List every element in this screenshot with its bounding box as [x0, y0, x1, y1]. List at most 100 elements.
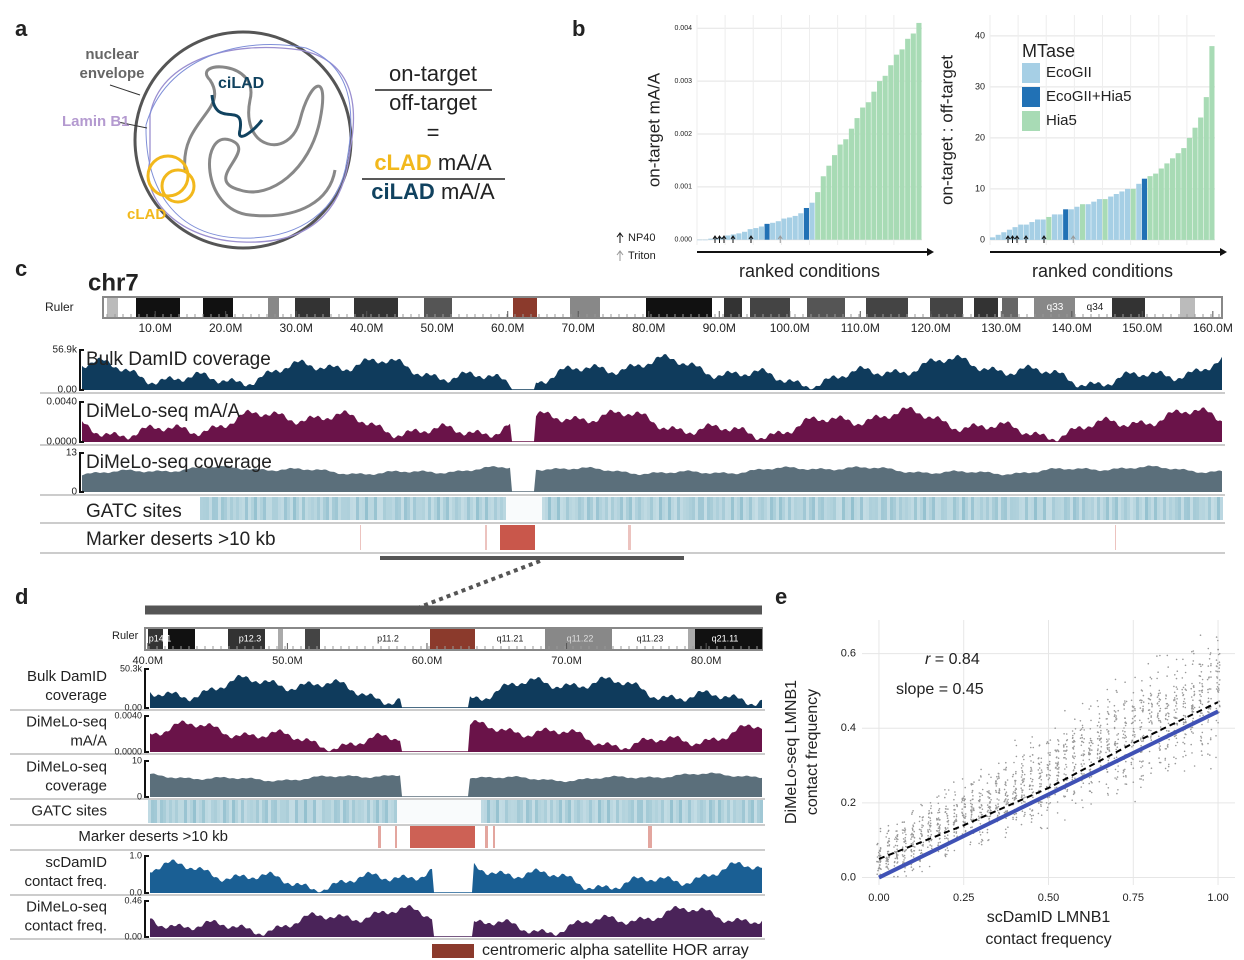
- scale-label: 56.9k: [53, 345, 78, 356]
- scatter-texture: [1006, 791, 1008, 793]
- gatc-cell: [296, 497, 299, 520]
- scatter-texture: [1117, 743, 1119, 745]
- scatter-texture: [1183, 706, 1185, 708]
- scatter-texture: [1185, 755, 1187, 757]
- gatc-cell: [151, 800, 154, 823]
- scatter-texture: [1064, 750, 1066, 752]
- scatter-texture: [1200, 740, 1202, 742]
- x-tick-label: 30.0M: [280, 321, 313, 335]
- scatter-texture: [1168, 764, 1170, 766]
- cytoband: [1112, 298, 1145, 317]
- gatc-cell: [944, 497, 947, 520]
- bar: [1114, 194, 1119, 240]
- scatter-texture: [888, 831, 890, 833]
- scatter-texture: [1176, 738, 1178, 740]
- scatter-texture: [1191, 651, 1193, 653]
- scatter-texture: [1175, 712, 1177, 714]
- scatter-texture: [1141, 689, 1143, 691]
- gatc-cell: [670, 800, 673, 823]
- track-label: coverage: [45, 687, 107, 704]
- scatter-texture: [953, 822, 955, 824]
- scatter-texture: [1151, 706, 1153, 708]
- scatter-texture: [1065, 758, 1067, 760]
- scatter-texture: [931, 848, 933, 850]
- gatc-cell: [830, 497, 833, 520]
- scatter-texture: [1081, 737, 1083, 739]
- scatter-texture: [989, 802, 991, 804]
- scatter-texture: [938, 810, 940, 812]
- scale-label: 0.00: [58, 385, 78, 396]
- gatc-cell: [178, 800, 181, 823]
- scatter-texture: [937, 830, 939, 832]
- gatc-cell: [602, 497, 605, 520]
- track-area: [150, 860, 762, 893]
- gatc-cell: [268, 800, 271, 823]
- gatc-cell: [223, 800, 226, 823]
- scatter-texture: [894, 862, 896, 864]
- gatc-cell: [409, 800, 412, 823]
- gatc-cell: [307, 800, 310, 823]
- scatter-texture: [1056, 775, 1058, 777]
- scatter-texture: [995, 790, 997, 792]
- scatter-texture: [1185, 689, 1187, 691]
- scatter-texture: [1091, 792, 1093, 794]
- scatter-texture: [1072, 762, 1074, 764]
- cytoband: [268, 298, 279, 317]
- scatter-texture: [1029, 756, 1031, 758]
- scatter-texture: [887, 845, 889, 847]
- scatter-texture: [1100, 737, 1102, 739]
- scatter-texture: [903, 838, 905, 840]
- gatc-cell: [499, 800, 502, 823]
- gatc-cell: [1145, 497, 1148, 520]
- scatter-texture: [1088, 783, 1090, 785]
- scatter-texture: [1159, 655, 1161, 657]
- gatc-cell: [514, 800, 517, 823]
- scatter-texture: [1100, 730, 1102, 732]
- gatc-cell: [671, 497, 674, 520]
- bar: [871, 92, 876, 240]
- scatter-texture: [945, 827, 947, 829]
- scatter-texture: [879, 853, 881, 855]
- scatter-texture: [912, 844, 914, 846]
- gatc-cell: [458, 497, 461, 520]
- track-label: contact freq.: [24, 873, 107, 890]
- scatter-texture: [982, 840, 984, 842]
- detergent-label: NP40: [628, 232, 656, 244]
- scatter-texture: [1058, 767, 1060, 769]
- scatter-texture: [1040, 773, 1042, 775]
- scatter-texture: [1099, 718, 1101, 720]
- scatter-texture: [1199, 682, 1201, 684]
- gatc-cell: [560, 497, 563, 520]
- scatter-texture: [1134, 801, 1136, 803]
- scatter-texture: [919, 816, 921, 818]
- scatter-texture: [1131, 741, 1133, 743]
- scatter-texture: [1177, 670, 1179, 672]
- x-tick-label: 50.0M: [421, 321, 454, 335]
- scatter-texture: [1081, 799, 1083, 801]
- scatter-texture: [920, 833, 922, 835]
- scatter-texture: [1016, 745, 1018, 747]
- scatter-texture: [1142, 765, 1144, 767]
- scatter-texture: [1058, 772, 1060, 774]
- scatter-texture: [1139, 761, 1141, 763]
- scatter-texture: [1175, 717, 1177, 719]
- scatter-texture: [1157, 696, 1159, 698]
- scatter-texture: [1038, 778, 1040, 780]
- gatc-cell: [703, 800, 706, 823]
- scatter-texture: [973, 807, 975, 809]
- bar: [765, 224, 770, 240]
- bar: [736, 233, 741, 239]
- detergent-arrow: [617, 233, 623, 243]
- scatter-texture: [1055, 750, 1057, 752]
- scatter-texture: [1083, 742, 1085, 744]
- scatter-texture: [1202, 715, 1204, 717]
- scatter-texture: [1157, 713, 1159, 715]
- band-label: q33: [1047, 302, 1064, 313]
- scatter-texture: [982, 789, 984, 791]
- scatter-texture: [1149, 713, 1151, 715]
- scatter-texture: [979, 801, 981, 803]
- scatter-texture: [930, 820, 932, 822]
- stat-value: = 0.84: [935, 651, 980, 668]
- scatter-texture: [904, 827, 906, 829]
- scatter-texture: [1083, 782, 1085, 784]
